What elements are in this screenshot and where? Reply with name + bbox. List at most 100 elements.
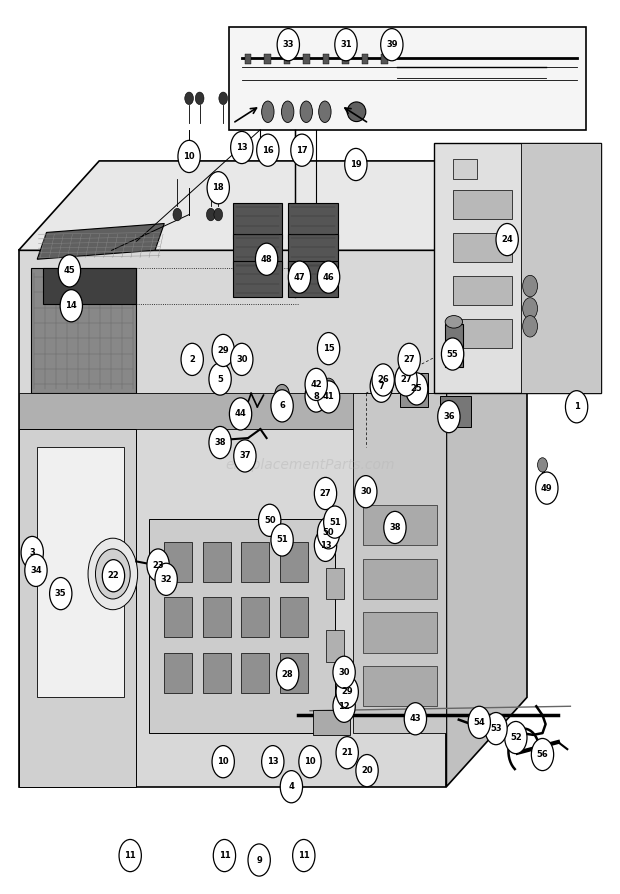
FancyBboxPatch shape [453, 159, 477, 179]
Text: 21: 21 [342, 748, 353, 757]
Text: 18: 18 [213, 183, 224, 192]
Circle shape [438, 401, 460, 433]
Polygon shape [203, 542, 231, 582]
Polygon shape [353, 393, 446, 733]
Circle shape [317, 381, 340, 413]
Circle shape [485, 713, 507, 745]
Text: 49: 49 [541, 484, 552, 493]
Circle shape [305, 380, 327, 412]
Text: 10: 10 [304, 757, 316, 766]
Circle shape [370, 370, 392, 402]
Circle shape [265, 512, 274, 525]
Text: 51: 51 [329, 518, 340, 527]
Text: 27: 27 [401, 375, 412, 384]
Circle shape [212, 334, 234, 367]
Text: 24: 24 [502, 235, 513, 244]
FancyBboxPatch shape [453, 190, 511, 219]
Circle shape [299, 746, 321, 778]
Circle shape [209, 426, 231, 459]
FancyBboxPatch shape [303, 54, 309, 64]
Text: 5: 5 [217, 375, 223, 384]
Circle shape [278, 530, 286, 543]
Text: 7: 7 [378, 382, 384, 391]
Circle shape [280, 771, 303, 803]
Polygon shape [363, 666, 437, 706]
Polygon shape [326, 630, 344, 662]
Circle shape [213, 839, 236, 872]
Polygon shape [31, 268, 136, 393]
Text: 15: 15 [323, 344, 334, 353]
Polygon shape [280, 542, 308, 582]
Circle shape [32, 563, 42, 578]
Polygon shape [363, 505, 437, 545]
FancyBboxPatch shape [264, 54, 270, 64]
Text: 16: 16 [262, 146, 273, 155]
Text: 46: 46 [323, 273, 334, 282]
Circle shape [181, 343, 203, 375]
Circle shape [207, 172, 229, 204]
Circle shape [333, 656, 355, 688]
Circle shape [372, 364, 394, 396]
Circle shape [259, 504, 281, 536]
Circle shape [314, 477, 337, 510]
Text: 37: 37 [239, 451, 250, 460]
Circle shape [95, 549, 130, 599]
Circle shape [333, 690, 355, 722]
Circle shape [405, 373, 428, 405]
Circle shape [50, 578, 72, 610]
Circle shape [536, 472, 558, 504]
Text: 47: 47 [294, 273, 305, 282]
Text: 48: 48 [261, 255, 272, 264]
Circle shape [336, 737, 358, 769]
Circle shape [355, 476, 377, 508]
Polygon shape [164, 653, 192, 693]
Circle shape [293, 839, 315, 872]
Text: 10: 10 [218, 757, 229, 766]
Text: 34: 34 [30, 566, 42, 575]
Circle shape [255, 243, 278, 275]
Text: 28: 28 [282, 670, 293, 679]
Ellipse shape [319, 101, 331, 122]
Circle shape [381, 29, 403, 61]
Circle shape [195, 92, 204, 105]
Text: 32: 32 [161, 575, 172, 584]
Text: 8: 8 [313, 392, 319, 401]
Circle shape [317, 517, 340, 549]
Text: 50: 50 [323, 528, 334, 537]
FancyBboxPatch shape [445, 324, 463, 367]
Text: 6: 6 [279, 401, 285, 410]
Text: 12: 12 [339, 702, 350, 711]
Circle shape [324, 523, 333, 536]
Polygon shape [43, 268, 136, 304]
Polygon shape [164, 542, 192, 582]
Circle shape [277, 658, 299, 690]
FancyBboxPatch shape [323, 54, 329, 64]
Ellipse shape [281, 101, 294, 122]
Circle shape [538, 458, 547, 472]
Text: 43: 43 [410, 714, 421, 723]
Text: 29: 29 [218, 346, 229, 355]
Circle shape [219, 92, 228, 105]
Text: 30: 30 [360, 487, 371, 496]
Circle shape [505, 721, 527, 754]
Circle shape [356, 755, 378, 787]
Polygon shape [19, 393, 446, 429]
FancyBboxPatch shape [400, 373, 428, 407]
Text: 11: 11 [219, 851, 230, 860]
Circle shape [523, 316, 538, 337]
FancyBboxPatch shape [229, 27, 586, 130]
Circle shape [402, 363, 411, 375]
Text: 19: 19 [350, 160, 361, 169]
Circle shape [231, 343, 253, 375]
Polygon shape [241, 542, 269, 582]
Circle shape [523, 298, 538, 319]
Ellipse shape [445, 316, 463, 328]
Text: 33: 33 [283, 40, 294, 49]
FancyBboxPatch shape [453, 276, 511, 305]
Circle shape [314, 529, 337, 561]
Text: 13: 13 [320, 541, 331, 550]
Circle shape [345, 148, 367, 181]
Circle shape [271, 524, 293, 556]
Polygon shape [280, 653, 308, 693]
Polygon shape [203, 653, 231, 693]
